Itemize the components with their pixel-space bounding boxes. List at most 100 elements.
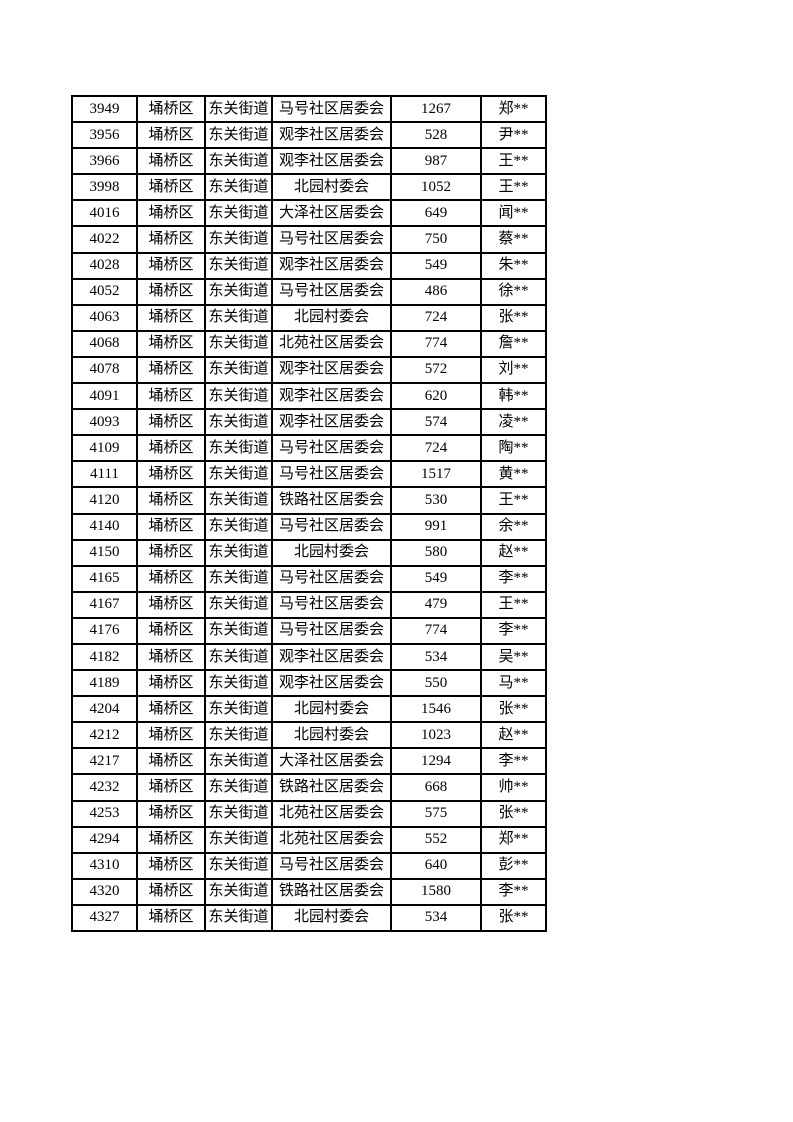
cell-name: 郑** <box>480 94 547 124</box>
cell-community: 观李社区居委会 <box>271 408 392 437</box>
cell-street: 东关街道 <box>204 590 273 619</box>
cell-street: 东关街道 <box>204 512 273 541</box>
cell-name: 韩** <box>480 382 547 411</box>
records-table-body: 3949 埇桥区 东关街道 马号社区居委会 1267 郑** 3956 埇桥区 东关街道 观李社区… <box>71 94 547 933</box>
cell-count: 774 <box>390 329 482 358</box>
cell-district: 埇桥区 <box>136 147 206 176</box>
cell-community: 铁路社区居委会 <box>271 773 392 802</box>
cell-community: 观李社区居委会 <box>271 642 392 672</box>
cell-count: 575 <box>390 799 482 828</box>
cell-community: 马号社区居委会 <box>271 277 392 306</box>
cell-community: 北园村委会 <box>271 695 392 724</box>
cell-street: 东关街道 <box>204 616 273 645</box>
cell-count: 750 <box>390 225 482 254</box>
cell-street: 东关街道 <box>204 408 273 437</box>
cell-community: 马号社区居委会 <box>271 564 392 593</box>
cell-name: 李** <box>480 616 547 645</box>
cell-street: 东关街道 <box>204 199 273 228</box>
cell-serial: 4091 <box>71 382 138 411</box>
cell-district: 埇桥区 <box>136 460 206 489</box>
cell-count: 572 <box>390 355 482 385</box>
cell-name: 陶** <box>480 434 547 463</box>
table-row: 4028 埇桥区 东关街道 观李社区居委会 549 朱** <box>71 251 547 280</box>
cell-community: 北苑社区居委会 <box>271 799 392 828</box>
cell-street: 东关街道 <box>204 329 273 358</box>
cell-serial: 4093 <box>71 408 138 437</box>
cell-name: 闻** <box>480 199 547 228</box>
table-row: 4091 埇桥区 东关街道 观李社区居委会 620 韩** <box>71 382 547 411</box>
cell-street: 东关街道 <box>204 851 273 880</box>
cell-name: 余** <box>480 512 547 541</box>
cell-street: 东关街道 <box>204 877 273 906</box>
cell-serial: 4022 <box>71 225 138 254</box>
cell-count: 774 <box>390 616 482 645</box>
cell-name: 张** <box>480 695 547 724</box>
cell-count: 580 <box>390 538 482 567</box>
cell-street: 东关街道 <box>204 147 273 176</box>
table-row: 4093 埇桥区 东关街道 观李社区居委会 574 凌** <box>71 408 547 437</box>
cell-community: 马号社区居委会 <box>271 225 392 254</box>
cell-count: 1023 <box>390 721 482 750</box>
cell-count: 724 <box>390 434 482 463</box>
cell-count: 668 <box>390 773 482 802</box>
table-row: 4068 埇桥区 东关街道 北苑社区居委会 774 詹** <box>71 329 547 358</box>
cell-district: 埇桥区 <box>136 538 206 567</box>
cell-count: 724 <box>390 303 482 332</box>
cell-community: 马号社区居委会 <box>271 512 392 541</box>
cell-street: 东关街道 <box>204 94 273 124</box>
cell-name: 张** <box>480 799 547 828</box>
cell-name: 李** <box>480 877 547 906</box>
cell-street: 东关街道 <box>204 642 273 672</box>
table-row: 4182 埇桥区 东关街道 观李社区居委会 534 吴** <box>71 642 547 672</box>
cell-count: 534 <box>390 903 482 933</box>
cell-serial: 4320 <box>71 877 138 906</box>
cell-street: 东关街道 <box>204 486 273 515</box>
cell-name: 黄** <box>480 460 547 489</box>
cell-name: 凌** <box>480 408 547 437</box>
cell-community: 观李社区居委会 <box>271 251 392 280</box>
cell-district: 埇桥区 <box>136 434 206 463</box>
cell-street: 东关街道 <box>204 903 273 933</box>
table-row: 4022 埇桥区 东关街道 马号社区居委会 750 蔡** <box>71 225 547 254</box>
cell-street: 东关街道 <box>204 382 273 411</box>
cell-name: 朱** <box>480 251 547 280</box>
cell-serial: 4189 <box>71 669 138 698</box>
cell-community: 北园村委会 <box>271 303 392 332</box>
cell-street: 东关街道 <box>204 695 273 724</box>
cell-count: 1267 <box>390 94 482 124</box>
cell-serial: 3966 <box>71 147 138 176</box>
cell-count: 530 <box>390 486 482 515</box>
cell-serial: 4140 <box>71 512 138 541</box>
cell-name: 李** <box>480 747 547 776</box>
cell-street: 东关街道 <box>204 747 273 776</box>
cell-district: 埇桥区 <box>136 721 206 750</box>
table-row: 4232 埇桥区 东关街道 铁路社区居委会 668 帅** <box>71 773 547 802</box>
cell-community: 马号社区居委会 <box>271 851 392 880</box>
cell-district: 埇桥区 <box>136 512 206 541</box>
cell-serial: 4167 <box>71 590 138 619</box>
records-table: 3949 埇桥区 东关街道 马号社区居委会 1267 郑** 3956 埇桥区 东关街道 观李社区… <box>71 94 547 933</box>
cell-count: 620 <box>390 382 482 411</box>
cell-count: 486 <box>390 277 482 306</box>
cell-community: 观李社区居委会 <box>271 121 392 150</box>
cell-street: 东关街道 <box>204 225 273 254</box>
cell-street: 东关街道 <box>204 538 273 567</box>
cell-serial: 3956 <box>71 121 138 150</box>
cell-street: 东关街道 <box>204 799 273 828</box>
cell-name: 马** <box>480 669 547 698</box>
table-row: 4063 埇桥区 东关街道 北园村委会 724 张** <box>71 303 547 332</box>
cell-street: 东关街道 <box>204 121 273 150</box>
cell-district: 埇桥区 <box>136 747 206 776</box>
cell-name: 尹** <box>480 121 547 150</box>
cell-street: 东关街道 <box>204 303 273 332</box>
cell-district: 埇桥区 <box>136 408 206 437</box>
cell-community: 马号社区居委会 <box>271 434 392 463</box>
cell-serial: 4204 <box>71 695 138 724</box>
cell-community: 马号社区居委会 <box>271 616 392 645</box>
cell-community: 马号社区居委会 <box>271 460 392 489</box>
cell-count: 479 <box>390 590 482 619</box>
cell-district: 埇桥区 <box>136 303 206 332</box>
table-row: 4167 埇桥区 东关街道 马号社区居委会 479 王** <box>71 590 547 619</box>
cell-district: 埇桥区 <box>136 590 206 619</box>
